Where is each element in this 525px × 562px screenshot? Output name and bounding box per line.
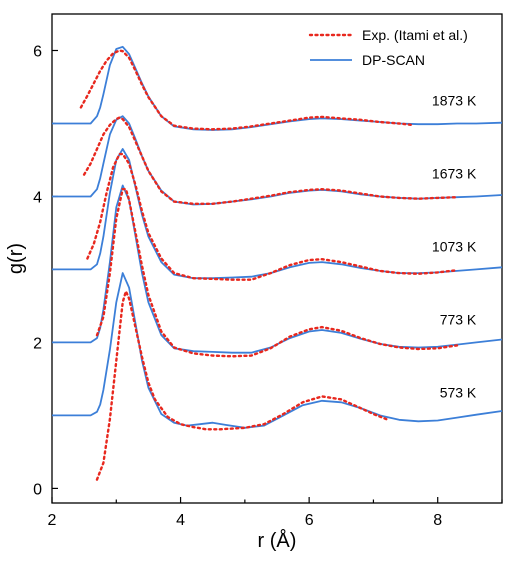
legend: Exp. (Itami et al.) DP-SCAN	[308, 27, 468, 68]
series-group	[52, 45, 503, 481]
y-tick-label: 6	[33, 43, 42, 60]
temperature-labels: 573 K 773 K 1073 K 1673 K 1873 K	[432, 92, 477, 400]
experiment-line-1073k	[86, 152, 459, 281]
experiment-line-573k	[95, 287, 388, 481]
y-tick-label: 4	[33, 189, 42, 206]
dp-scan-line-773k	[52, 184, 503, 354]
y-tick-label: 2	[33, 335, 42, 352]
y-axis-title: g(r)	[5, 243, 27, 274]
experiment-line-773k	[95, 188, 459, 358]
plot-frame	[51, 13, 503, 504]
dp-scan-line-573k	[52, 272, 503, 429]
x-tick-label: 8	[433, 512, 442, 529]
temperature-label-1873k: 1873 K	[432, 92, 477, 108]
x-tick-label: 4	[176, 512, 185, 529]
temperature-label-1073k: 1073 K	[432, 238, 477, 254]
legend-label-experiment: Exp. (Itami et al.)	[362, 27, 468, 43]
x-tick-label: 2	[48, 512, 57, 529]
dp-scan-line-1673k	[52, 115, 503, 206]
x-axis-title: r (Å)	[258, 529, 297, 552]
legend-label-dp-scan: DP-SCAN	[362, 52, 425, 68]
temperature-label-773k: 773 K	[440, 311, 477, 327]
y-tick-label: 0	[33, 481, 42, 498]
x-tick-label: 6	[305, 512, 314, 529]
temperature-label-573k: 573 K	[440, 384, 477, 400]
experiment-line-1873k	[79, 49, 414, 131]
experiment-line-1673k	[82, 116, 459, 205]
temperature-label-1673k: 1673 K	[432, 165, 477, 181]
